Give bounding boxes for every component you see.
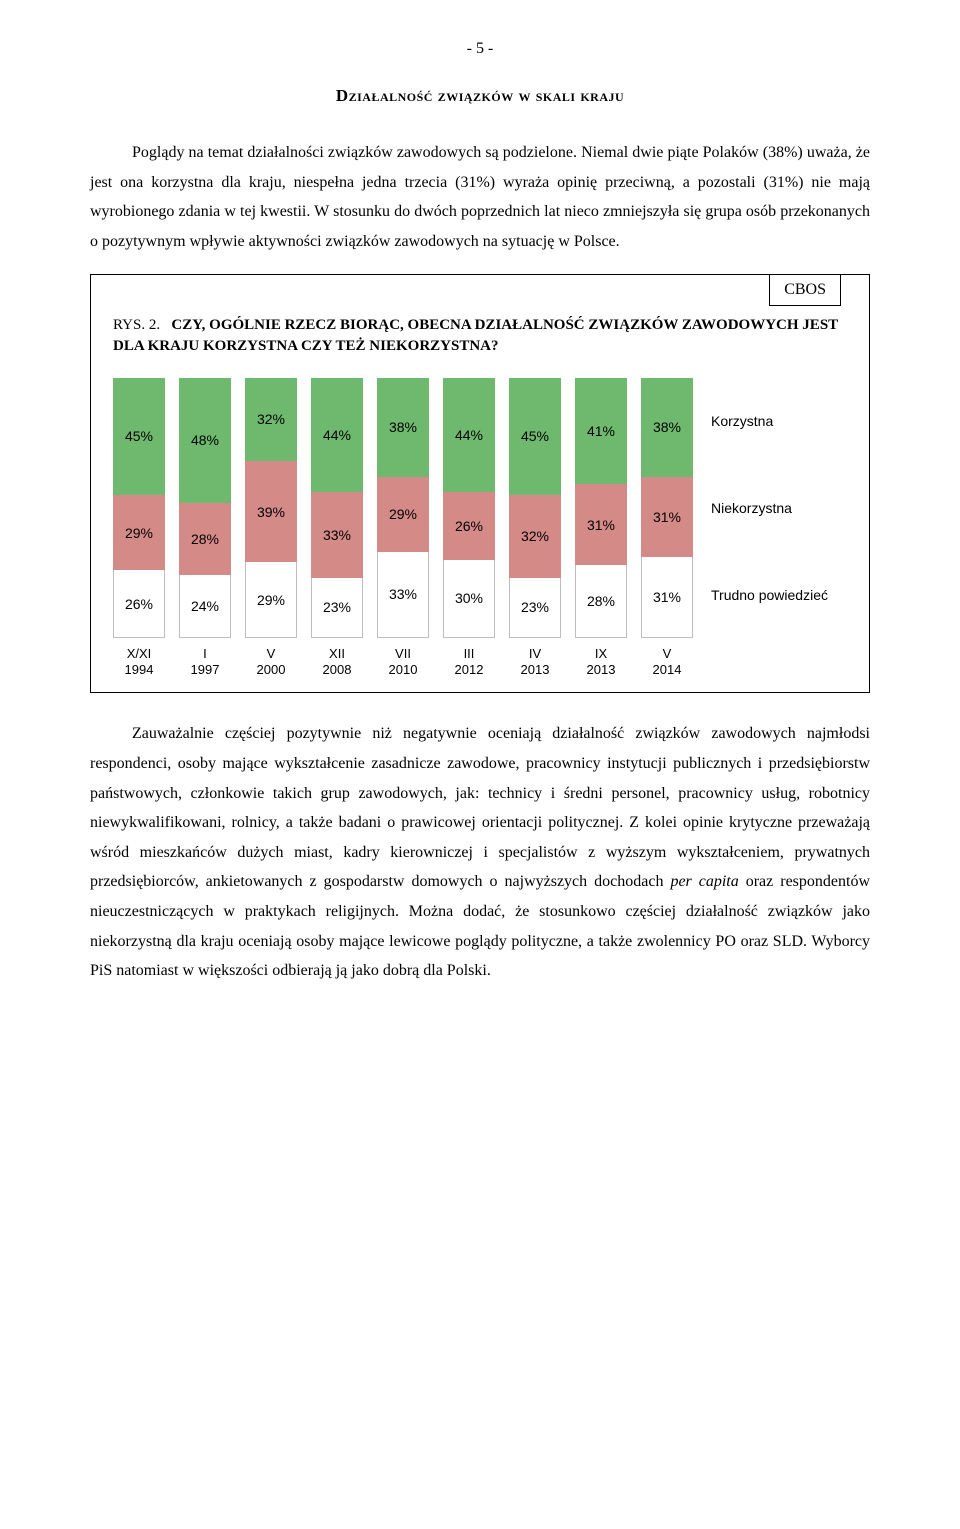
segment-trudno: 24% [179,575,231,637]
x-axis-label: XII 2008 [323,646,352,679]
segment-trudno: 23% [509,578,561,638]
figure-caption: RYS. 2. CZY, OGÓLNIE RZECZ BIORĄC, OBECN… [113,315,847,356]
x-axis-label: X/XI 1994 [125,646,154,679]
segment-korzystna: 45% [509,378,561,495]
bar-column: 41%31%28% IX 2013 [575,378,627,678]
bar-column: 45%32%23% IV 2013 [509,378,561,678]
segment-niekorzystna: 32% [509,495,561,578]
bar-stack: 48%28%24% [179,378,231,638]
segment-niekorzystna: 28% [179,503,231,576]
segment-trudno: 26% [113,570,165,638]
bar-stack: 38%31%31% [641,378,693,638]
bar-column: 48%28%24% I 1997 [179,378,231,678]
bar-stack: 41%31%28% [575,378,627,638]
segment-korzystna: 44% [443,378,495,492]
x-axis-label: VII 2010 [389,646,418,679]
bar-column: 38%31%31%V 2014 [641,378,693,678]
bar-column: 32%39%29% V 2000 [245,378,297,678]
x-axis-label: I 1997 [191,646,220,679]
legend-korzystna: Korzystna [711,411,828,431]
bar-column: 38%29%33% VII 2010 [377,378,429,678]
segment-niekorzystna: 29% [377,477,429,552]
chart-legend: Korzystna Niekorzystna Trudno powiedzieć [707,378,828,638]
segment-trudno: 23% [311,578,363,638]
page-number: - 5 - [90,40,870,58]
segment-niekorzystna: 31% [641,477,693,558]
x-axis-label: IV 2013 [521,646,550,679]
segment-korzystna: 38% [377,378,429,477]
segment-korzystna: 44% [311,378,363,492]
bar-stack: 44%26%30% [443,378,495,638]
segment-trudno: 31% [641,557,693,638]
segment-niekorzystna: 33% [311,492,363,578]
figure-number: RYS. 2. [113,317,160,333]
document-page: - 5 - Działalność związków w skali kraju… [0,0,960,1064]
segment-trudno: 29% [245,562,297,637]
segment-niekorzystna: 29% [113,495,165,570]
bar-stack: 45%29%26% [113,378,165,638]
para2-italic: per capita [670,873,738,890]
x-axis-label: IX 2013 [587,646,616,679]
legend-niekorzystna: Niekorzystna [711,498,828,518]
segment-trudno: 33% [377,552,429,638]
segment-niekorzystna: 26% [443,492,495,560]
segment-korzystna: 45% [113,378,165,495]
bar-stack: 45%32%23% [509,378,561,638]
stacked-bar-chart: 45%29%26%X/XI 199448%28%24%I 199732%39%2… [113,378,847,678]
bar-stack: 38%29%33% [377,378,429,638]
bar-column: 44%26%30% III 2012 [443,378,495,678]
chart-bars: 45%29%26%X/XI 199448%28%24%I 199732%39%2… [113,378,693,678]
chart-container: CBOS RYS. 2. CZY, OGÓLNIE RZECZ BIORĄC, … [90,274,870,693]
segment-trudno: 28% [575,565,627,638]
bar-column: 44%33%23% XII 2008 [311,378,363,678]
segment-korzystna: 32% [245,378,297,461]
para2-part-a: Zauważalnie częściej pozytywnie niż nega… [90,725,870,890]
bar-stack: 32%39%29% [245,378,297,638]
cbos-badge: CBOS [769,274,841,306]
segment-korzystna: 38% [641,378,693,477]
bar-column: 45%29%26% X/XI 1994 [113,378,165,678]
segment-trudno: 30% [443,560,495,638]
segment-korzystna: 41% [575,378,627,485]
x-axis-label: V 2014 [653,646,682,679]
segment-niekorzystna: 31% [575,484,627,565]
paragraph-analysis: Zauważalnie częściej pozytywnie niż nega… [90,719,870,985]
segment-niekorzystna: 39% [245,461,297,562]
x-axis-label: III 2012 [455,646,484,679]
paragraph-intro: Poglądy na temat działalności związków z… [90,138,870,256]
legend-trudno: Trudno powiedzieć [711,585,828,605]
segment-korzystna: 48% [179,378,231,503]
section-heading: Działalność związków w skali kraju [90,86,870,106]
bar-stack: 44%33%23% [311,378,363,638]
x-axis-label: V 2000 [257,646,286,679]
figure-title: CZY, OGÓLNIE RZECZ BIORĄC, OBECNA DZIAŁA… [113,317,838,353]
